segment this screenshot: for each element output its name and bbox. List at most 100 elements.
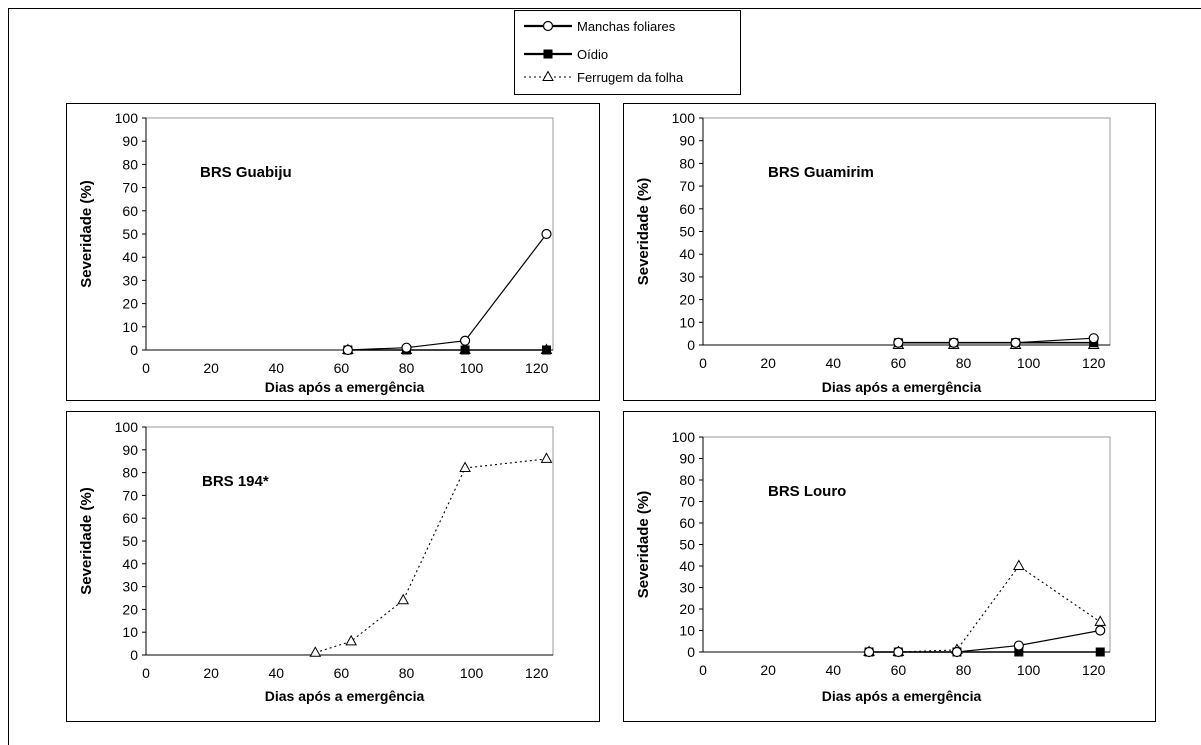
data-point [1010,337,1021,348]
x-axis-label: Dias após a emergência [265,688,425,704]
y-axis-label: Severidade (%) [635,178,652,286]
x-tick-label: 120 [525,360,549,376]
data-point [459,335,471,346]
legend-label: Manchas foliares [577,19,676,34]
x-tick-label: 0 [142,665,150,681]
x-tick-label: 80 [956,355,972,371]
y-tick-label: 20 [679,292,695,308]
x-tick-label: 0 [699,662,707,678]
legend-label: Oídio [577,47,608,62]
data-point [863,646,875,658]
y-tick-label: 90 [679,133,695,149]
y-tick-label: 50 [122,533,138,549]
y-tick-label: 90 [122,133,138,149]
y-tick-label: 0 [130,342,138,358]
data-point [397,593,410,605]
x-tick-label: 60 [334,665,350,681]
series-manchas-foliares [893,333,1099,348]
legend: Manchas foliares Oídio Ferrugem da folha [514,10,741,95]
data-point [951,646,963,658]
y-tick-label: 50 [679,224,695,240]
panel-annotation: BRS Guabiju [200,164,292,181]
legend-item: Oídio [524,47,608,62]
x-tick-label: 100 [1017,662,1041,678]
panel-annotation: BRS Louro [768,483,846,500]
y-tick-label: 70 [122,487,138,503]
y-tick-label: 80 [122,465,138,481]
data-point [1012,559,1025,570]
chart-panel: 0 10 20 30 40 50 60 70 80 90 100 0 20 40 60 80 100 120 Dia… [623,103,1156,401]
panel-frame [623,411,1156,722]
y-tick-label: 30 [679,580,695,596]
x-tick-label: 80 [399,665,415,681]
series-line [898,337,1094,344]
y-tick-label: 40 [679,246,695,262]
y-axis-label: Severidade (%) [635,491,652,599]
x-tick-label: 60 [334,360,350,376]
x-tick-label: 40 [268,360,284,376]
data-point [540,452,553,463]
series-ferrugem-da-folha [309,452,553,657]
y-tick-label: 80 [122,156,138,172]
data-point [1095,647,1105,657]
legend-marker-circle [542,20,554,32]
x-tick-label: 80 [399,360,415,376]
y-tick-label: 60 [679,515,695,531]
x-tick-label: 120 [525,665,549,681]
legend-marker-triangle [542,70,554,81]
x-tick-label: 60 [891,355,907,371]
series-line [869,565,1101,653]
y-tick-label: 80 [679,155,695,171]
y-tick-label: 40 [122,556,138,572]
y-tick-label: 60 [122,510,138,526]
x-axis-label: Dias após a emergência [265,379,425,395]
x-tick-label: 40 [825,355,841,371]
data-point [460,345,470,355]
x-tick-label: 0 [699,355,707,371]
y-tick-label: 0 [130,647,138,663]
data-point [401,342,412,353]
panel-annotation: BRS 194* [202,473,269,490]
y-tick-label: 50 [679,537,695,553]
y-axis-label: Severidade (%) [78,487,95,595]
y-tick-label: 0 [687,337,695,353]
y-tick-label: 30 [122,579,138,595]
chart-panel: 0 10 20 30 40 50 60 70 80 90 100 0 20 40 60 80 100 120 Dia… [623,411,1156,722]
y-tick-label: 20 [679,601,695,617]
x-tick-label: 40 [825,662,841,678]
legend-item: Manchas foliares [524,19,676,34]
data-point [541,345,551,355]
series-line [347,233,547,351]
y-tick-label: 100 [115,419,139,435]
y-tick-label: 10 [122,624,138,640]
x-tick-label: 40 [268,665,284,681]
panel-annotation: BRS Guamirim [768,164,874,181]
x-axis-label: Dias após a emergência [822,379,982,395]
data-point [893,337,904,348]
data-point [1014,647,1024,657]
x-tick-label: 20 [760,662,776,678]
legend-item: Ferrugem da folha [524,70,684,85]
panel-frame [66,103,600,401]
y-tick-label: 40 [679,558,695,574]
y-tick-label: 20 [122,601,138,617]
chart-panel: 0 10 20 30 40 50 60 70 80 90 100 0 20 40 60 80 100 120 Dia… [66,411,600,722]
y-tick-label: 30 [122,272,138,288]
legend-marker-square [543,49,553,59]
y-tick-label: 90 [679,451,695,467]
series-manchas-foliares [342,228,552,356]
y-tick-label: 30 [679,269,695,285]
data-point [309,646,322,657]
data-point [342,344,353,356]
legend-label: Ferrugem da folha [577,70,684,85]
x-tick-label: 0 [142,360,150,376]
y-tick-label: 100 [672,110,696,126]
series-line [315,458,547,654]
y-tick-label: 10 [679,623,695,639]
data-point [893,646,904,658]
x-tick-label: 120 [1082,355,1106,371]
y-tick-label: 100 [672,429,696,445]
data-point [541,228,552,240]
data-point [1013,640,1024,651]
